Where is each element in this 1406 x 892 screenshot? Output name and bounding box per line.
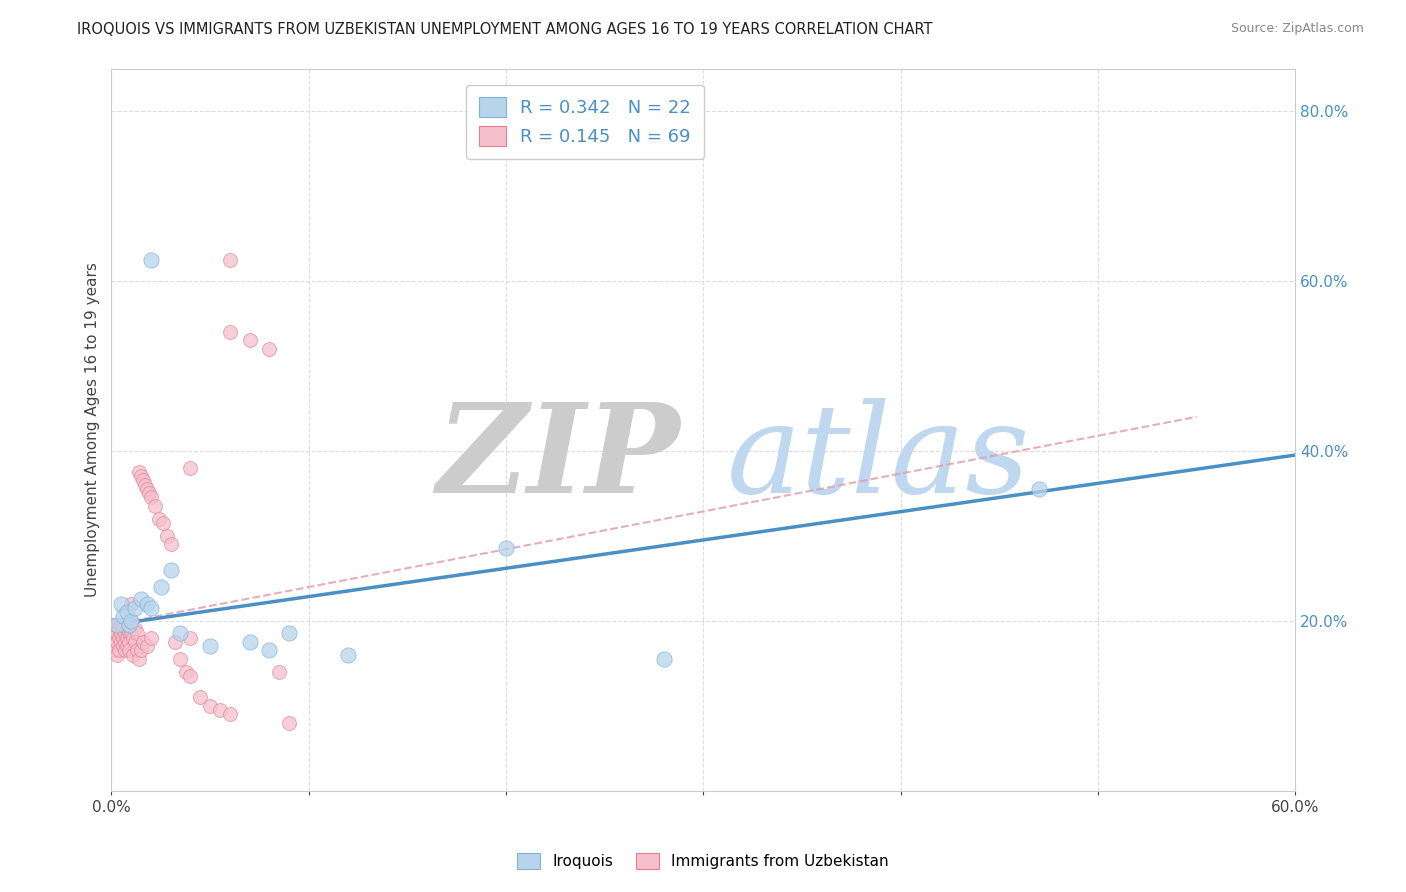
Point — [103, 639, 125, 653]
Point — [152, 516, 174, 530]
Point — [218, 252, 240, 267]
Point — [159, 563, 181, 577]
Point — [188, 690, 211, 704]
Text: Source: ZipAtlas.com: Source: ZipAtlas.com — [1230, 22, 1364, 36]
Point — [115, 639, 138, 653]
Point — [176, 665, 198, 679]
Point — [136, 482, 159, 496]
Point — [148, 512, 170, 526]
Point — [238, 334, 260, 348]
Point — [208, 703, 231, 717]
Point — [218, 707, 240, 722]
Text: ZIP: ZIP — [436, 398, 679, 519]
Point — [118, 643, 141, 657]
Point — [169, 626, 191, 640]
Point — [118, 626, 141, 640]
Point — [218, 325, 240, 339]
Point — [122, 631, 145, 645]
Point — [120, 614, 142, 628]
Point — [128, 465, 150, 479]
Point — [129, 469, 152, 483]
Point — [179, 631, 201, 645]
Point — [103, 618, 125, 632]
Point — [238, 635, 260, 649]
Point — [163, 635, 186, 649]
Point — [198, 639, 221, 653]
Point — [132, 474, 155, 488]
Point — [110, 618, 132, 632]
Legend: R = 0.342   N = 22, R = 0.145   N = 69: R = 0.342 N = 22, R = 0.145 N = 69 — [467, 85, 704, 159]
Point — [108, 622, 131, 636]
Point — [149, 580, 172, 594]
Point — [105, 648, 128, 662]
Point — [136, 639, 159, 653]
Point — [143, 499, 166, 513]
Point — [198, 698, 221, 713]
Point — [136, 597, 159, 611]
Point — [103, 626, 125, 640]
Text: atlas: atlas — [727, 398, 1031, 519]
Point — [120, 597, 142, 611]
Point — [114, 635, 136, 649]
Point — [337, 648, 360, 662]
Point — [105, 626, 128, 640]
Point — [139, 601, 162, 615]
Point — [108, 643, 131, 657]
Point — [125, 643, 148, 657]
Point — [118, 635, 141, 649]
Point — [125, 626, 148, 640]
Point — [156, 529, 179, 543]
Point — [114, 626, 136, 640]
Point — [129, 643, 152, 657]
Point — [104, 626, 127, 640]
Text: IROQUOIS VS IMMIGRANTS FROM UZBEKISTAN UNEMPLOYMENT AMONG AGES 16 TO 19 YEARS CO: IROQUOIS VS IMMIGRANTS FROM UZBEKISTAN U… — [77, 22, 932, 37]
Point — [124, 601, 146, 615]
Legend: Iroquois, Immigrants from Uzbekistan: Iroquois, Immigrants from Uzbekistan — [510, 847, 896, 875]
Point — [108, 631, 131, 645]
Point — [124, 635, 146, 649]
Point — [179, 669, 201, 683]
Point — [118, 618, 141, 632]
Point — [110, 635, 132, 649]
Point — [110, 626, 132, 640]
Point — [134, 477, 156, 491]
Point — [110, 597, 132, 611]
Point — [138, 486, 160, 500]
Point — [105, 635, 128, 649]
Point — [169, 652, 191, 666]
Point — [124, 622, 146, 636]
Point — [1028, 482, 1050, 496]
Point — [139, 252, 162, 267]
Point — [104, 635, 127, 649]
Point — [115, 631, 138, 645]
Point — [179, 460, 201, 475]
Point — [259, 342, 281, 356]
Point — [495, 541, 517, 556]
Point — [115, 622, 138, 636]
Point — [128, 652, 150, 666]
Point — [105, 618, 128, 632]
Point — [112, 609, 135, 624]
Point — [112, 622, 135, 636]
Point — [104, 643, 127, 657]
Point — [115, 605, 138, 619]
Y-axis label: Unemployment Among Ages 16 to 19 years: Unemployment Among Ages 16 to 19 years — [86, 262, 100, 597]
Point — [132, 635, 155, 649]
Point — [278, 715, 301, 730]
Point — [120, 626, 142, 640]
Point — [139, 631, 162, 645]
Point — [114, 643, 136, 657]
Point — [112, 639, 135, 653]
Point — [120, 614, 142, 628]
Point — [139, 491, 162, 505]
Point — [129, 592, 152, 607]
Point — [159, 537, 181, 551]
Point — [112, 631, 135, 645]
Point — [652, 652, 675, 666]
Point — [269, 665, 291, 679]
Point — [278, 626, 301, 640]
Point — [259, 643, 281, 657]
Point — [122, 648, 145, 662]
